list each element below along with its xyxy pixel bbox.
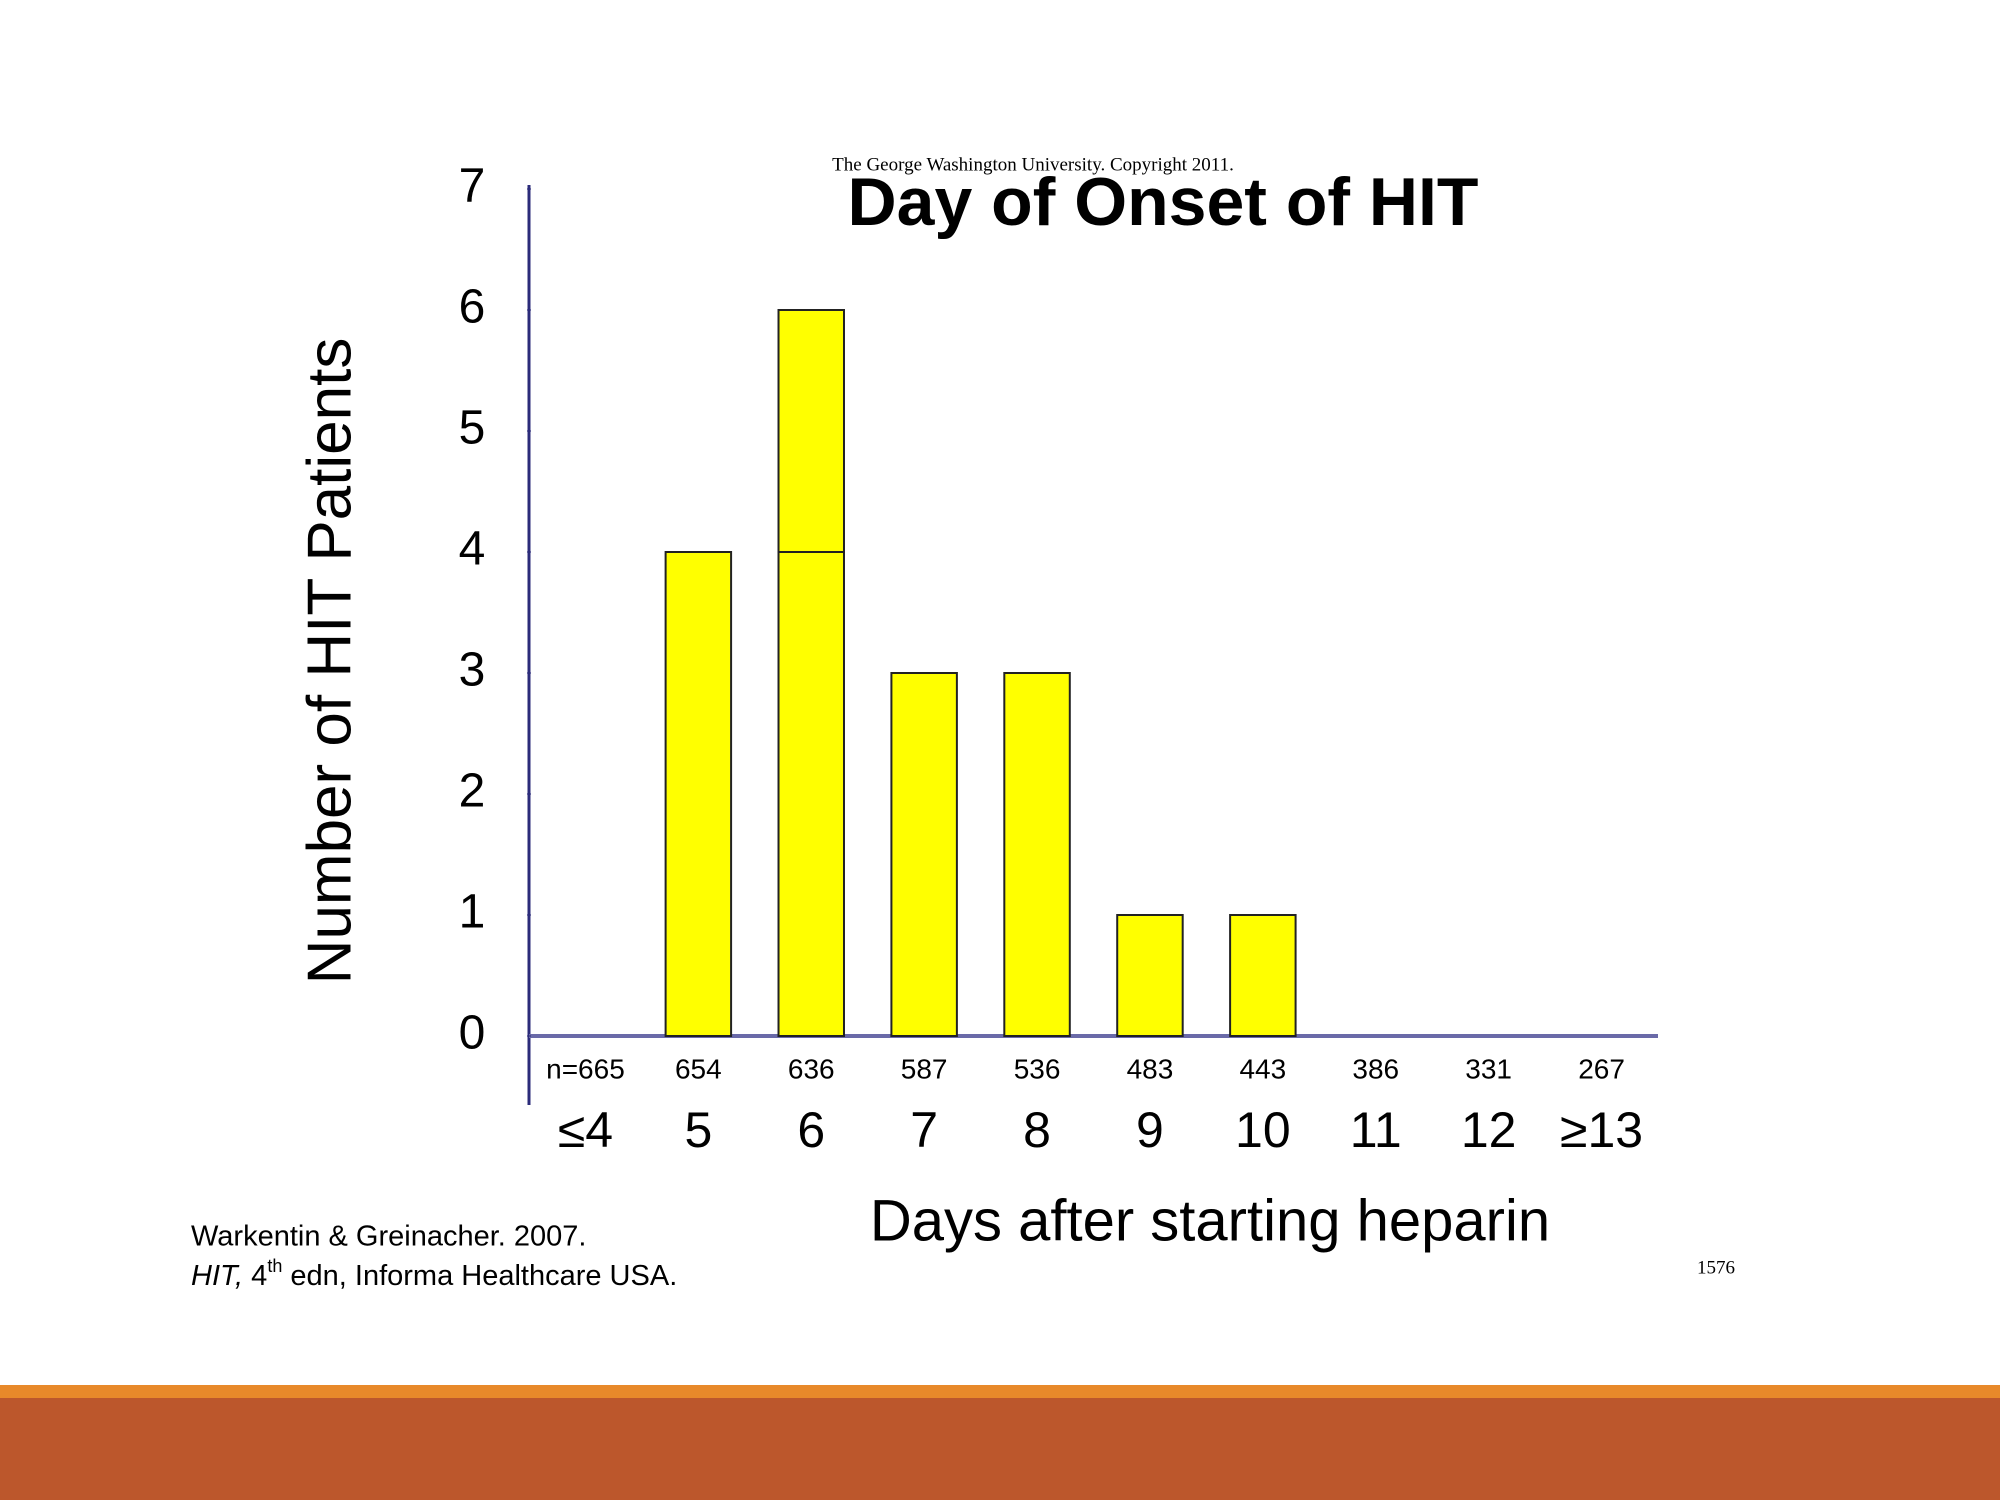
bar [777,309,845,553]
x-tick-label: 12 [1461,1102,1517,1158]
y-tick-label: 4 [459,523,486,576]
n-label: 636 [788,1053,835,1084]
x-tick-label: 8 [1023,1102,1051,1158]
bar [1229,914,1297,1037]
x-tick-label: 10 [1235,1102,1291,1158]
x-tick-label: 9 [1136,1102,1164,1158]
citation: HIT, 4th edn, Informa Healthcare USA. [191,1250,677,1292]
bar [777,551,845,1037]
x-axis-label: Days after starting heparin [870,1188,1550,1253]
n-label: 587 [901,1053,948,1084]
y-tick-label: 3 [459,644,486,697]
y-tick-label: 1 [459,886,486,939]
x-tick-label: 6 [797,1102,825,1158]
x-tick-label: 11 [1350,1102,1402,1158]
citation-italic: HIT, [191,1260,243,1292]
bar [1116,914,1184,1037]
citation: Warkentin & Greinacher. 2007. [191,1221,586,1253]
n-label: 267 [1578,1053,1625,1084]
n-label: 654 [675,1053,722,1084]
x-tick-label: ≤4 [558,1102,613,1158]
bar [1003,672,1071,1037]
n-label: 536 [1014,1053,1061,1084]
bar [664,551,733,1037]
n-label: 483 [1127,1053,1174,1084]
y-tick-label: 6 [459,281,486,334]
x-tick-label: ≥13 [1560,1102,1643,1158]
n-label: 386 [1352,1053,1399,1084]
y-axis-label: Number of HIT Patients [295,338,364,985]
n-label: n=665 [546,1053,625,1084]
citation-rest: edn, Informa Healthcare USA. [290,1260,677,1292]
bar [890,672,958,1037]
page-number: 1576 [1697,1257,1735,1278]
citation-edition: 4 [251,1260,267,1292]
x-tick-label: 7 [910,1102,938,1158]
n-label: 331 [1465,1053,1512,1084]
x-tick-label: 5 [684,1102,712,1158]
chart-title: Day of Onset of HIT [848,164,1479,240]
copyright: The George Washington University. Copyri… [832,154,1234,175]
y-tick-label: 2 [459,765,486,818]
y-tick-label: 5 [459,402,486,455]
footer-stripe [0,1385,2000,1399]
n-label: 443 [1239,1053,1286,1084]
footer-band [0,1398,2000,1500]
y-tick-label: 0 [459,1007,486,1060]
y-tick-label: 7 [459,160,486,213]
citation-sup: th [267,1256,282,1276]
